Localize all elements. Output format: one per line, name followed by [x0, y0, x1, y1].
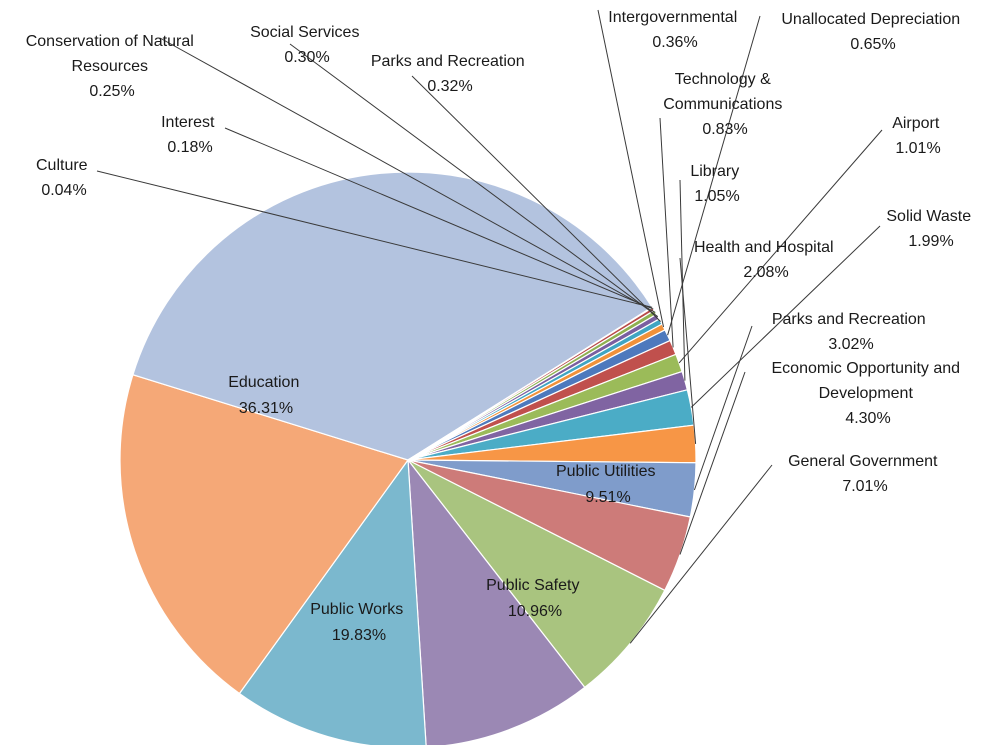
label-culture: Culture 0.04% [36, 157, 92, 199]
label-value: 1.05% [694, 188, 739, 205]
label-technology: Technology & Communications 0.83% [663, 71, 787, 138]
label-general-government: General Government 7.01% [788, 453, 942, 495]
label-education: Education 36.31% [228, 374, 304, 417]
label-name: Parks and Recreation [772, 311, 926, 328]
label-name: Communications [663, 96, 782, 113]
label-name: Education [228, 374, 299, 391]
label-unallocated-depreciation: Unallocated Depreciation 0.65% [781, 11, 964, 53]
label-value: 4.30% [845, 410, 890, 427]
label-name: Solid Waste [886, 208, 971, 225]
label-name: Development [819, 385, 914, 402]
label-value: 1.99% [908, 233, 953, 250]
label-value: 0.36% [652, 34, 697, 51]
leader-line [289, 43, 659, 318]
leader-line [597, 9, 664, 328]
label-name: Culture [36, 157, 88, 174]
label-public-works: Public Works 19.83% [310, 601, 408, 644]
label-conservation: Conservation of Natural Resources 0.25% [26, 33, 199, 100]
label-name: Unallocated Depreciation [781, 11, 960, 28]
leader-lines [96, 9, 883, 644]
label-name: Parks and Recreation [371, 53, 525, 70]
label-parks-recreation-small: Parks and Recreation 0.32% [371, 53, 529, 95]
label-economic-opportunity: Economic Opportunity and Development 4.3… [772, 360, 965, 427]
leader-line [629, 464, 773, 644]
label-name: Public Works [310, 601, 403, 618]
pie-slice-public-works [119, 374, 409, 695]
label-parks-recreation: Parks and Recreation 3.02% [772, 311, 930, 353]
label-name: Social Services [250, 24, 359, 41]
leader-line [678, 129, 883, 364]
label-name: Health and Hospital [694, 239, 834, 256]
label-interest: Interest 0.18% [161, 114, 219, 156]
label-name: Public Safety [486, 577, 579, 594]
label-value: 0.18% [167, 139, 212, 156]
label-name: Resources [72, 58, 148, 75]
label-name: General Government [788, 453, 938, 470]
label-value: 3.02% [828, 336, 873, 353]
label-value: 36.31% [239, 400, 293, 417]
label-name: Economic Opportunity and [772, 360, 961, 377]
label-public-utilities: Public Utilities 9.51% [556, 463, 660, 506]
label-value: 0.83% [702, 121, 747, 138]
pie-slice-economic-opportunity-and-development [407, 459, 692, 592]
leader-line [411, 75, 661, 322]
label-value: 1.01% [895, 140, 940, 157]
label-value: 0.04% [41, 182, 86, 199]
label-value: 19.83% [332, 627, 386, 644]
label-value: 7.01% [842, 478, 887, 495]
label-name: Technology & [675, 71, 771, 88]
label-health-hospital: Health and Hospital 2.08% [694, 239, 838, 281]
pie-slice-public-safety [238, 458, 427, 745]
label-airport: Airport 1.01% [892, 115, 944, 157]
leader-line [224, 127, 654, 310]
leader-line [159, 37, 656, 313]
leader-line [690, 225, 881, 408]
pie-slice-public-utilities [407, 458, 586, 745]
pie-slices [119, 171, 697, 745]
label-name: Intergovernmental [608, 9, 737, 26]
leader-line [679, 371, 746, 555]
leader-line [679, 257, 697, 444]
leader-line [693, 325, 753, 491]
label-name: Interest [161, 114, 215, 131]
label-public-safety: Public Safety 10.96% [486, 577, 584, 620]
leader-line [659, 117, 674, 348]
label-value: 0.25% [89, 83, 134, 100]
label-library: Library 1.05% [690, 163, 743, 205]
label-value: 9.51% [585, 489, 630, 506]
label-social-services: Social Services 0.30% [250, 24, 364, 66]
label-name: Airport [892, 115, 940, 132]
leader-line [667, 15, 761, 336]
label-value: 2.08% [743, 264, 788, 281]
leader-line [679, 179, 686, 381]
label-solid-waste: Solid Waste 1.99% [886, 208, 975, 250]
label-value: 0.65% [850, 36, 895, 53]
label-value: 10.96% [508, 603, 562, 620]
label-name: Conservation of Natural [26, 33, 194, 50]
label-name: Public Utilities [556, 463, 656, 480]
label-value: 0.32% [427, 78, 472, 95]
leader-line [96, 170, 653, 308]
label-value: 0.30% [284, 49, 329, 66]
label-name: Library [690, 163, 739, 180]
label-intergovernmental: Intergovernmental 0.36% [608, 9, 741, 51]
